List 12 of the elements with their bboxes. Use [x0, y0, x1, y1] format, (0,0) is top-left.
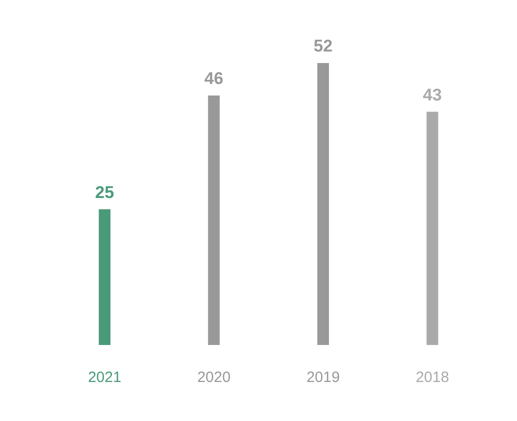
x-tick-label: 2019 [306, 369, 340, 386]
data-label: 43 [422, 85, 442, 104]
x-tick-label: 2018 [416, 369, 450, 386]
x-tick-label: 2021 [88, 369, 122, 386]
bar [426, 112, 438, 345]
data-label: 25 [95, 182, 114, 202]
data-label: 46 [204, 69, 224, 88]
bar [208, 96, 220, 345]
x-tick-label: 2020 [197, 369, 231, 386]
data-label: 52 [314, 36, 333, 56]
bar [317, 63, 329, 345]
bar [98, 209, 110, 345]
